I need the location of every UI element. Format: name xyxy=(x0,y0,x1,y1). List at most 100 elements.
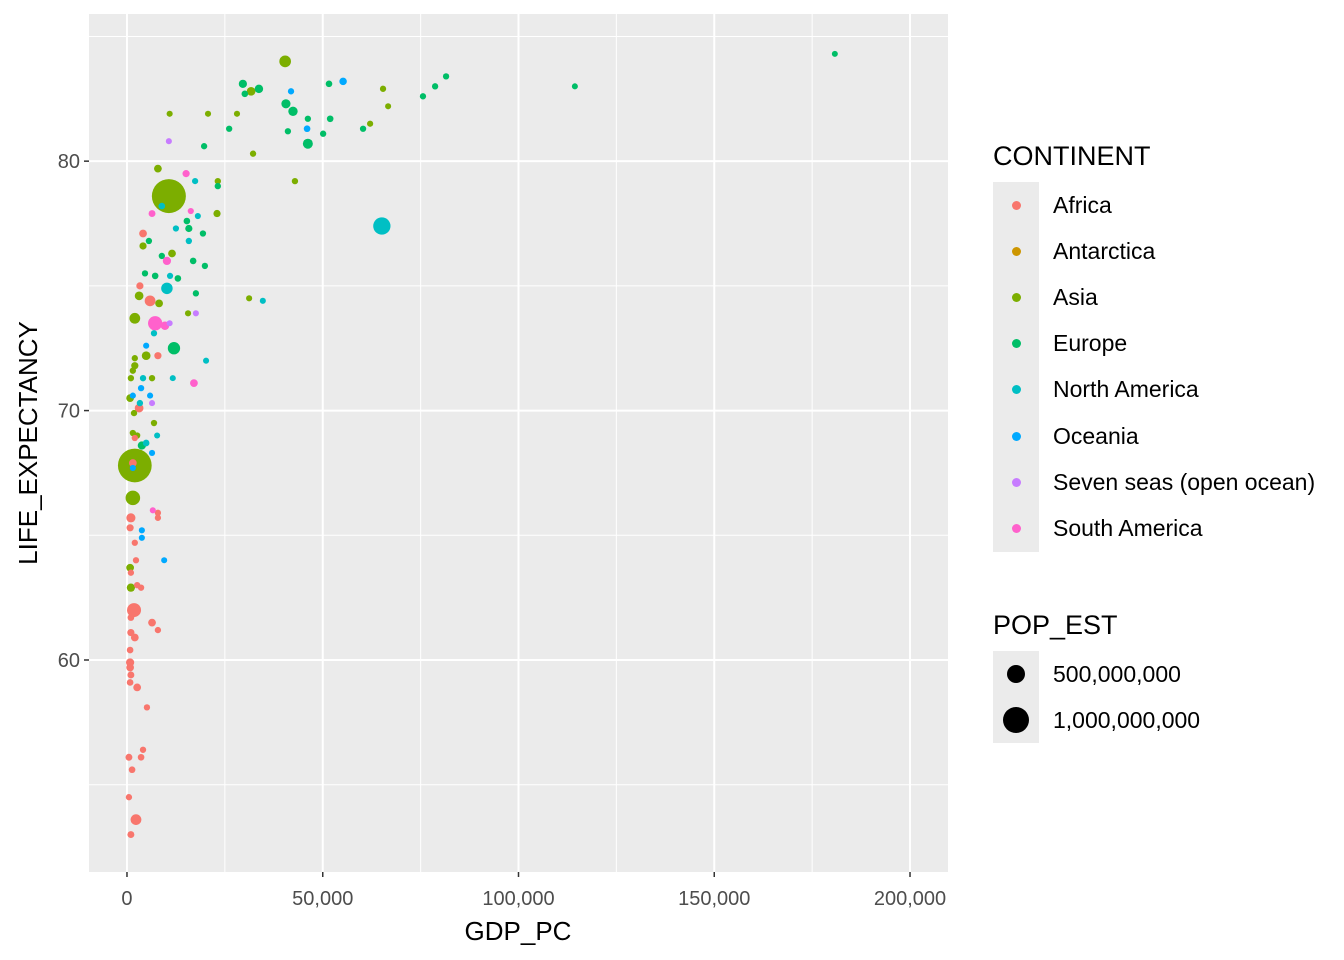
data-point xyxy=(139,229,147,238)
data-point xyxy=(281,99,291,109)
data-point xyxy=(141,270,149,277)
data-point xyxy=(150,330,158,337)
data-point xyxy=(148,618,156,627)
data-point xyxy=(199,230,207,237)
y-tick-label: 80 xyxy=(58,151,80,173)
data-point xyxy=(154,626,162,634)
data-point xyxy=(154,164,162,173)
legend-key-continent: Europe xyxy=(993,320,1315,367)
y-axis-title: LIFE_EXPECTANCY xyxy=(13,321,43,565)
data-point xyxy=(325,80,333,88)
data-point xyxy=(137,384,145,392)
data-point xyxy=(233,110,241,117)
data-point xyxy=(166,272,174,279)
legend-key-pop: 1,000,000,000 xyxy=(993,697,1200,744)
data-point xyxy=(226,125,233,132)
data-point xyxy=(200,143,208,150)
data-point xyxy=(154,514,162,521)
data-point xyxy=(259,297,266,304)
data-point xyxy=(130,814,142,826)
data-point xyxy=(304,115,312,122)
legend-dot xyxy=(1011,200,1021,210)
data-point xyxy=(183,217,191,225)
legend-key-continent: Africa xyxy=(993,182,1315,229)
data-point xyxy=(129,312,141,324)
data-point xyxy=(214,182,221,190)
data-point xyxy=(144,295,156,307)
data-point xyxy=(125,794,133,801)
data-point xyxy=(141,351,151,361)
data-point xyxy=(148,316,163,331)
data-point xyxy=(130,409,138,417)
legend-key-continent: Antarctica xyxy=(993,228,1315,275)
data-point xyxy=(132,557,140,564)
data-point xyxy=(182,170,190,178)
legend-key-box xyxy=(993,412,1039,460)
y-tick-label: 70 xyxy=(58,401,80,423)
data-point xyxy=(204,110,212,117)
data-point xyxy=(166,320,173,327)
data-point xyxy=(185,237,193,245)
data-point xyxy=(125,753,133,761)
data-point xyxy=(192,290,200,297)
data-point xyxy=(125,490,141,506)
data-point xyxy=(246,295,253,302)
data-point xyxy=(419,93,427,100)
legend-label: Oceania xyxy=(1053,422,1139,449)
data-point xyxy=(133,683,142,692)
data-point xyxy=(148,449,156,457)
data-point xyxy=(288,106,298,116)
data-point xyxy=(126,646,134,654)
data-point xyxy=(189,257,197,265)
data-point xyxy=(571,83,578,90)
data-point xyxy=(287,88,295,95)
data-point xyxy=(168,249,176,258)
x-tick-label: 100,000 xyxy=(482,888,554,910)
data-point xyxy=(131,539,138,546)
data-point xyxy=(137,753,145,761)
data-point xyxy=(154,352,162,360)
legend-label: Africa xyxy=(1053,191,1112,218)
data-point xyxy=(126,663,134,672)
legend-dot xyxy=(1011,246,1021,256)
data-point xyxy=(172,225,180,232)
data-point xyxy=(131,355,138,362)
data-point xyxy=(194,212,201,220)
legend-label: North America xyxy=(1053,376,1199,403)
legend-label: South America xyxy=(1053,514,1203,541)
legend-key-box xyxy=(993,320,1039,367)
data-point xyxy=(192,310,199,317)
data-point xyxy=(134,291,144,301)
data-point xyxy=(138,534,145,541)
legend-key-box xyxy=(993,697,1039,744)
data-point xyxy=(284,128,292,135)
data-point xyxy=(174,275,182,282)
legend-size-dot xyxy=(1006,664,1026,684)
data-point xyxy=(167,342,181,355)
data-point xyxy=(151,179,186,214)
data-point xyxy=(192,178,199,185)
legend-key-box xyxy=(993,505,1039,552)
data-point xyxy=(136,282,144,290)
legend-dot xyxy=(1011,339,1021,349)
legend-key-continent: Oceania xyxy=(993,412,1315,460)
data-point xyxy=(184,310,192,317)
legend-dot xyxy=(1011,385,1021,395)
data-point xyxy=(161,557,168,564)
y-axis-ticks: 60 70 80 xyxy=(58,151,89,672)
legend-key-continent: North America xyxy=(993,366,1315,413)
legend-key-continent: Asia xyxy=(993,274,1315,321)
data-point xyxy=(161,282,173,295)
data-point xyxy=(150,419,158,427)
legend-key-continent: South America xyxy=(993,505,1315,552)
continent-legend: CONTINENT Africa Antarctica Asia Europe Nort… xyxy=(993,141,1315,552)
data-point xyxy=(127,569,135,576)
data-point xyxy=(154,432,161,439)
data-point xyxy=(203,357,210,364)
data-point xyxy=(128,459,137,467)
data-point xyxy=(127,628,135,637)
x-tick-label: 50,000 xyxy=(292,888,353,910)
x-tick-label: 150,000 xyxy=(678,888,750,910)
data-point xyxy=(145,237,153,245)
